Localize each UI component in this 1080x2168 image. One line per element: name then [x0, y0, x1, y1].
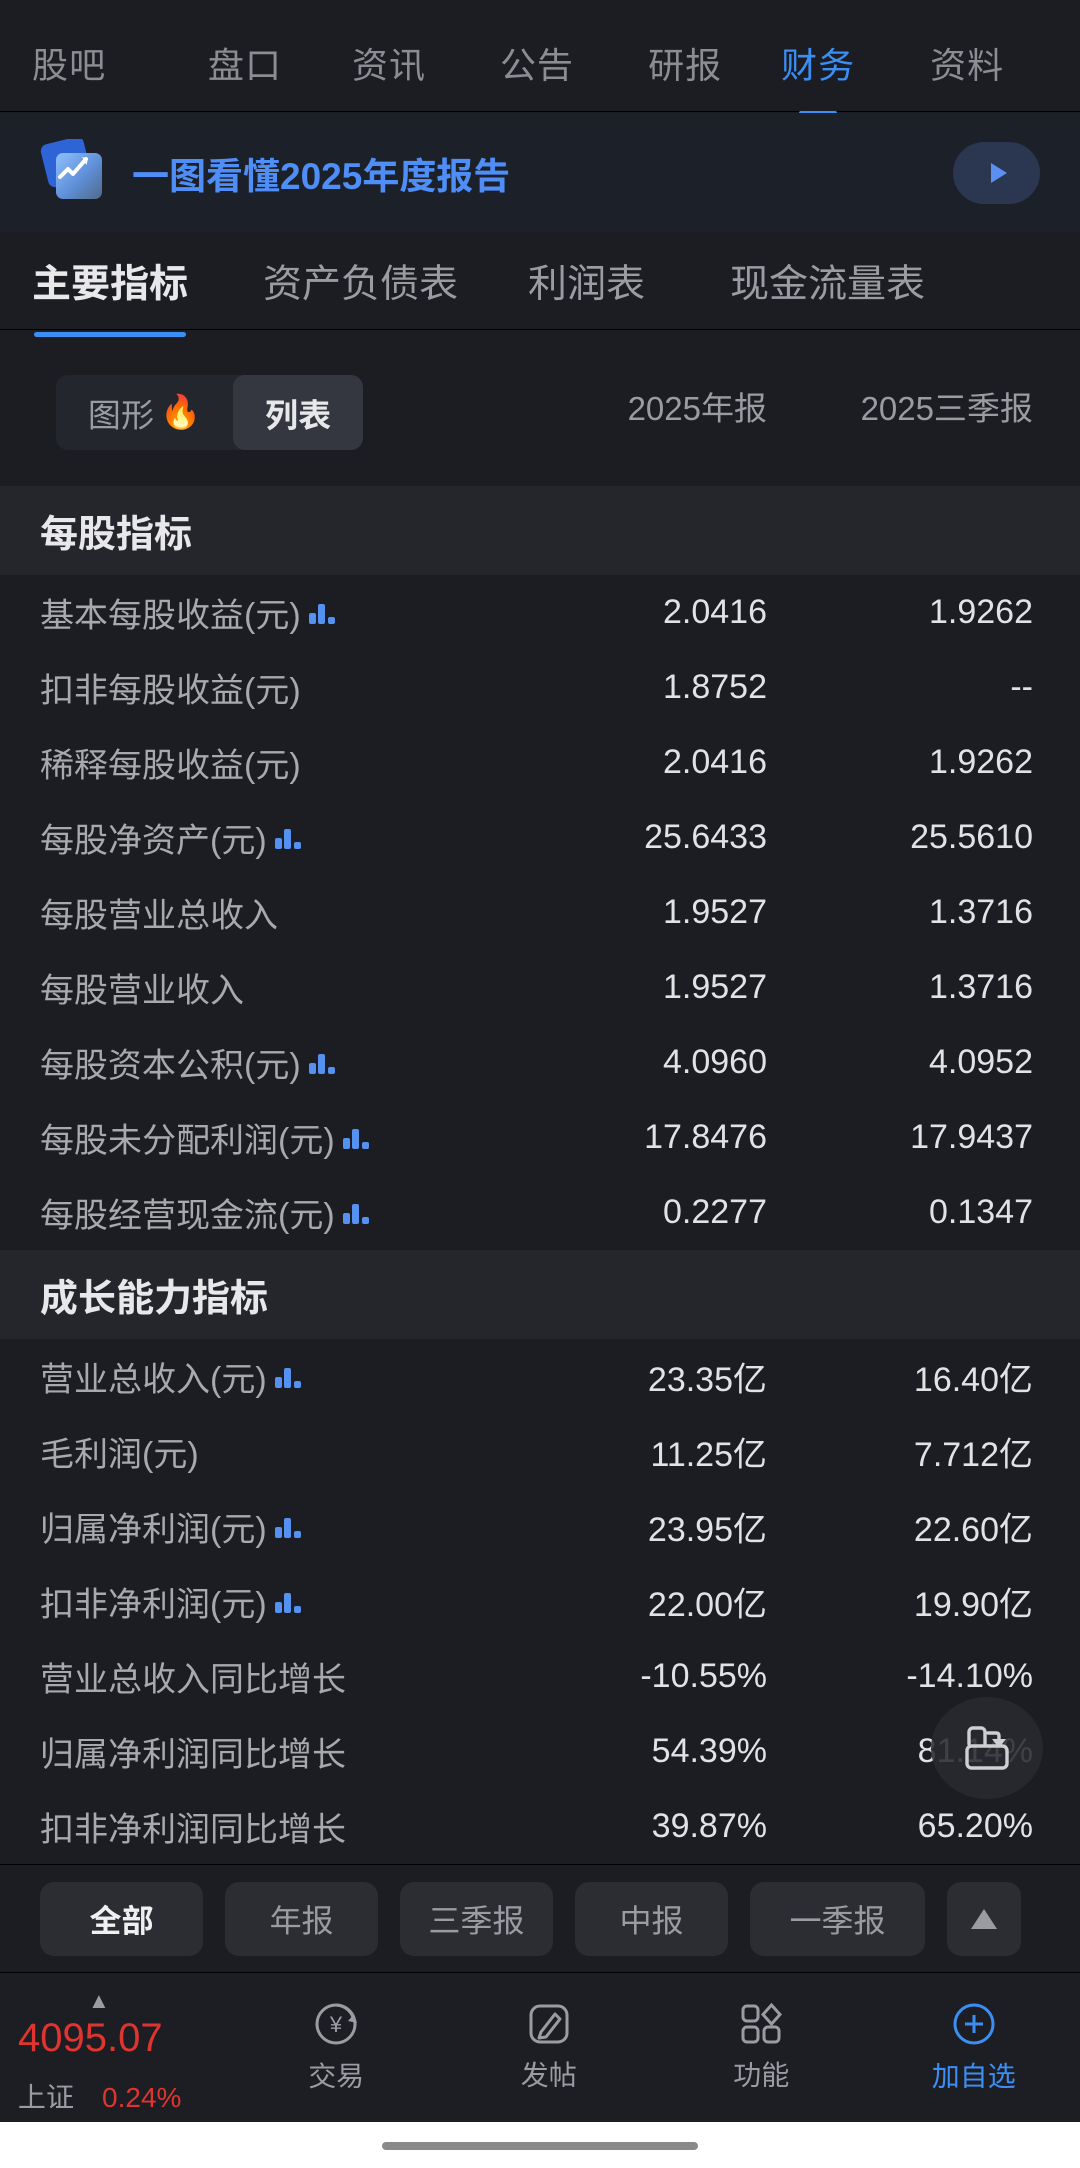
svg-text:¥: ¥: [329, 2012, 343, 2037]
